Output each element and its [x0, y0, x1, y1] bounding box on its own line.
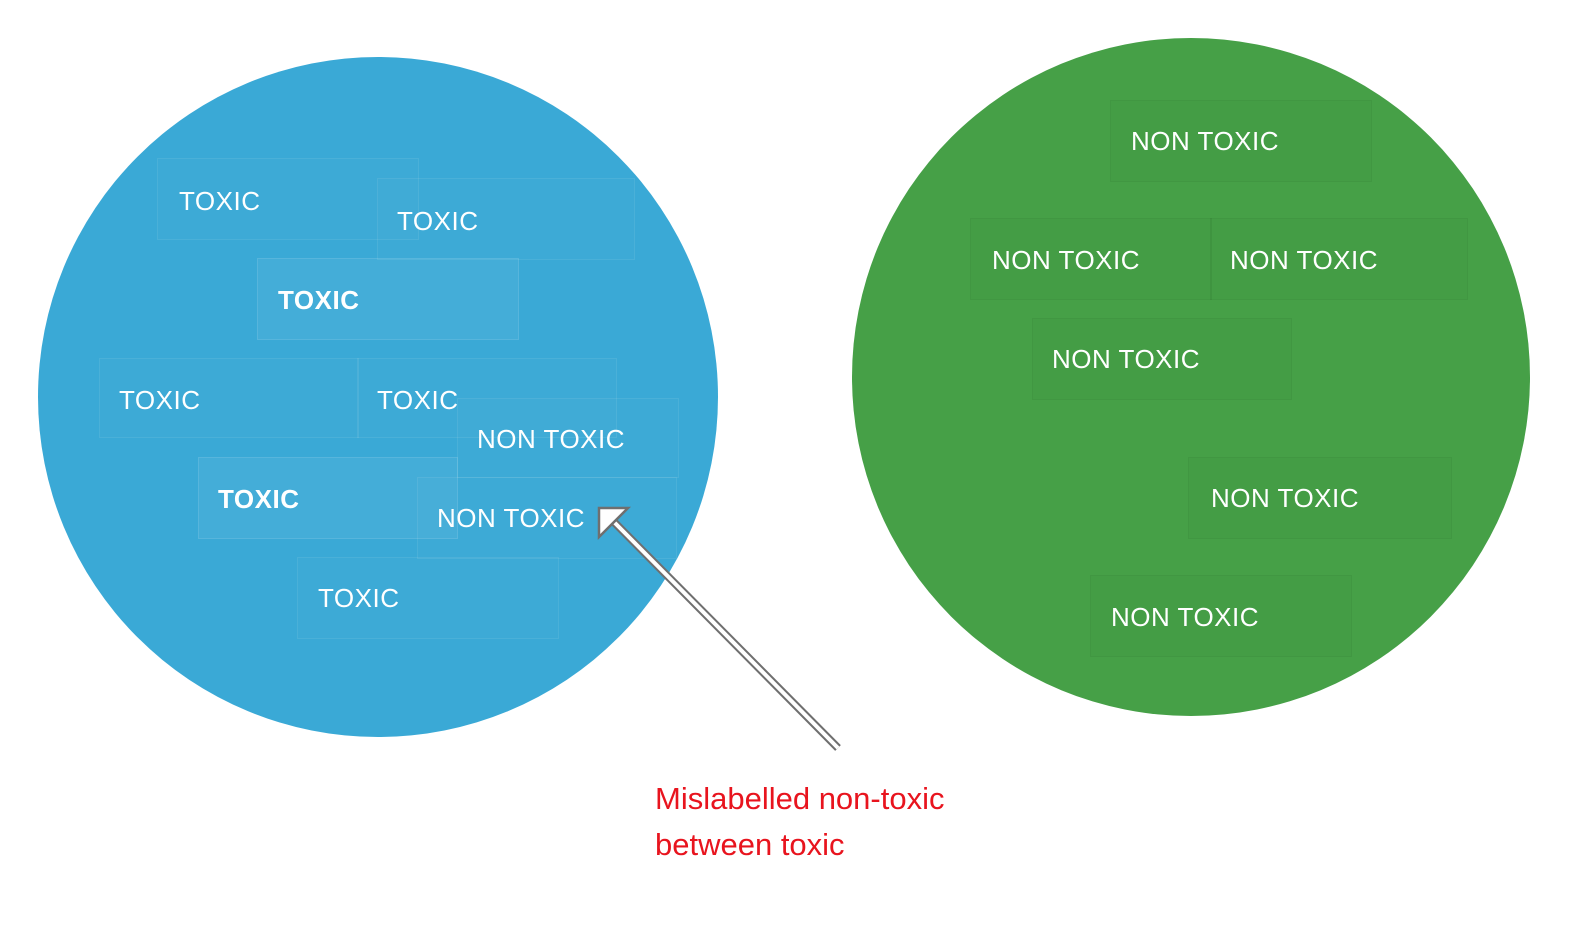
toxic-label: TOXIC — [377, 385, 459, 415]
nontoxic-label: NON TOXIC — [1211, 483, 1360, 513]
label-tile — [157, 158, 419, 240]
nontoxic-label: NON TOXIC — [1111, 602, 1260, 632]
nontoxic-label: NON TOXIC — [1230, 245, 1379, 275]
label-tile — [297, 557, 559, 639]
toxic-label: TOXIC — [179, 186, 261, 216]
label-tile — [457, 398, 679, 478]
label-tile — [198, 457, 458, 539]
nontoxic-label: NON TOXIC — [1052, 344, 1201, 374]
label-tile — [99, 358, 359, 438]
toxic-label: TOXIC — [278, 285, 360, 315]
nontoxic-label: NON TOXIC — [477, 424, 626, 454]
label-tile — [257, 258, 519, 340]
annotation-caption: Mislabelled non-toxic between toxic — [655, 776, 944, 868]
nontoxic-label: NON TOXIC — [992, 245, 1141, 275]
annotation-line-2: between toxic — [655, 827, 845, 862]
label-tile — [377, 178, 635, 260]
label-tile — [357, 358, 617, 438]
toxic-label: TOXIC — [397, 206, 479, 236]
label-tile — [417, 477, 677, 559]
toxic-label: TOXIC — [218, 484, 300, 514]
mislabelled-nontoxic-label: NON TOXIC — [437, 503, 586, 533]
annotation-line-1: Mislabelled non-toxic — [655, 781, 945, 816]
toxic-label: TOXIC — [119, 385, 201, 415]
nontoxic-cluster-circle — [852, 38, 1530, 716]
toxic-cluster-circle — [38, 57, 718, 737]
nontoxic-label: NON TOXIC — [1131, 126, 1280, 156]
toxic-label: TOXIC — [318, 583, 400, 613]
